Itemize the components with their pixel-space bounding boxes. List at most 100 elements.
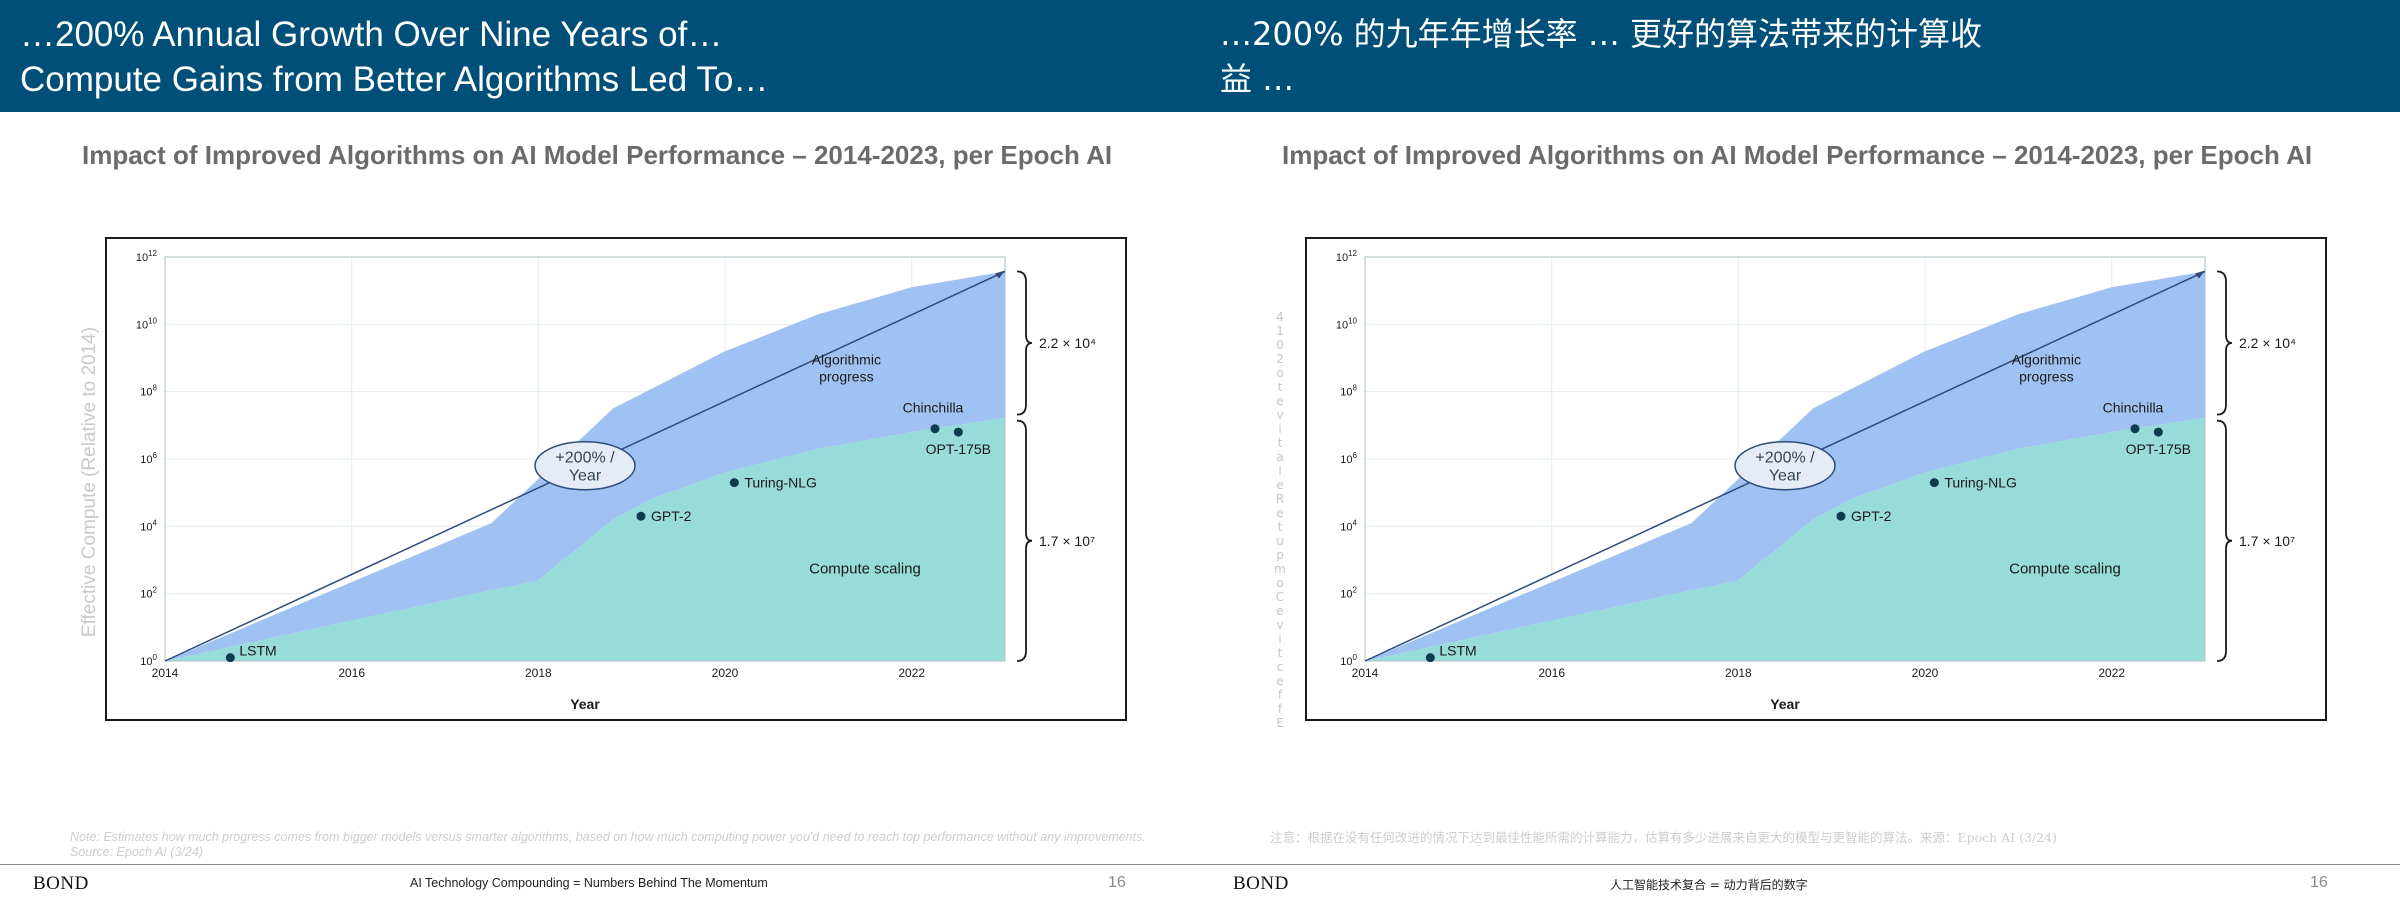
compute-scaling-label: Compute scaling <box>2009 560 2121 577</box>
plot-border <box>164 256 1006 662</box>
y-tick-label: 100 <box>140 653 157 668</box>
growth-label-line-1: +200% / <box>555 450 615 467</box>
y-axis-label-char: v <box>1276 408 1284 422</box>
model-label: GPT-2 <box>651 508 692 524</box>
model-point <box>729 478 739 488</box>
growth-label-line-1: +200% / <box>1755 450 1815 467</box>
y-tick-label: 1012 <box>1336 249 1358 264</box>
model-label: OPT-175B <box>2126 441 2191 457</box>
growth-label-line-2: Year <box>1769 468 1802 485</box>
y-axis-label-char: t <box>1277 520 1283 534</box>
chart-heading: Impact of Improved Algorithms on AI Mode… <box>82 140 1113 170</box>
y-axis-label-char: 1 <box>1276 324 1284 338</box>
y-axis-label-char: o <box>1276 576 1284 590</box>
model-label: GPT-2 <box>1851 508 1892 524</box>
chart: +200% /YearLSTMGPT-2Turing-NLGChinchilla… <box>136 249 1096 712</box>
x-tick-label: 2022 <box>898 666 925 680</box>
y-axis-label-char: c <box>1276 660 1284 674</box>
bracket-label-top: 2.2 × 10⁴ <box>1039 335 1096 351</box>
slide-english: …200% Annual Growth Over Nine Years of… … <box>0 0 1200 894</box>
chart-cn: +200% /YearLSTMGPT-2Turing-NLGChinchilla… <box>1336 249 2296 712</box>
chart-frame: +200% / Year LSTM GPT-2 Turing-NLG Chinchilla… <box>105 237 1127 721</box>
y-tick-label: 106 <box>1340 451 1357 466</box>
x-tick-label: 2018 <box>1725 666 1752 680</box>
y-axis-label-char: e <box>1276 394 1284 408</box>
area-compute-scaling <box>165 417 1005 661</box>
slide-header-cn: …200% 的九年年增长率 … 更好的算法带来的计算收 益 … <box>1200 0 2400 112</box>
model-point <box>1836 511 1846 521</box>
x-tick-label: 2022 <box>2098 666 2125 680</box>
bracket-label-bottom: 1.7 × 10⁷ <box>1039 533 1095 549</box>
slide-title-line-2: Compute Gains from Better Algorithms Led… <box>20 60 769 99</box>
y-axis-label-char: o <box>1276 366 1284 380</box>
y-tick-label: 102 <box>140 586 157 601</box>
y-axis-label-char: f <box>1277 688 1283 702</box>
model-point <box>636 511 646 521</box>
x-tick-label: 2016 <box>338 666 365 680</box>
trend-arrow-head <box>2195 270 2205 279</box>
algorithmic-label-line-1: Algorithmic <box>2012 352 2081 368</box>
growth-label-bubble <box>1734 440 1836 491</box>
y-axis-label-char: t <box>1277 436 1283 450</box>
model-label: Turing-NLG <box>1944 475 2017 491</box>
chart-heading-cn: Impact of Improved Algorithms on AI Mode… <box>1282 140 2313 170</box>
compute-scaling-label: Compute scaling <box>809 560 921 577</box>
y-axis-label-char: 0 <box>1276 338 1284 352</box>
model-label: LSTM <box>239 643 276 659</box>
footnote-cn: 注意：根据在没有任何改进的情况下达到最佳性能所需的计算能力，估算有多少进展来自更… <box>1270 830 2057 845</box>
y-axis-label-char: l <box>1278 464 1282 478</box>
brand-logo: BOND <box>33 873 89 894</box>
x-tick-label: 2020 <box>712 666 739 680</box>
model-label: Chinchilla <box>2103 400 2164 416</box>
footer-tagline-cn: 人工智能技术复合 = 动力背后的数字 <box>1610 878 1808 892</box>
y-axis-label-char: e <box>1276 674 1284 688</box>
slide-title: …200% Annual Growth Over Nine Years of… … <box>20 12 1170 102</box>
y-axis-label-char: i <box>1278 422 1282 436</box>
y-axis-label-char: v <box>1276 618 1284 632</box>
y-tick-label: 104 <box>140 518 157 533</box>
bracket-label-top: 2.2 × 10⁴ <box>2239 335 2296 351</box>
y-axis-label-char: a <box>1276 450 1284 464</box>
model-label: Turing-NLG <box>744 475 817 491</box>
trend-arrow-head <box>995 270 1005 279</box>
footer-tagline: AI Technology Compounding = Numbers Behi… <box>410 876 768 890</box>
algorithmic-label-line-2: progress <box>2019 369 2073 385</box>
y-tick-label: 1010 <box>1336 316 1358 331</box>
slide-chinese: …200% 的九年年增长率 … 更好的算法带来的计算收 益 … Impact o… <box>1200 0 2400 900</box>
slide-title-cn: …200% 的九年年增长率 … 更好的算法带来的计算收 益 … <box>1220 12 2370 102</box>
growth-label-line-2: Year <box>569 468 602 485</box>
page-number-cn: 16 <box>2310 874 2328 891</box>
model-point <box>1425 653 1435 663</box>
chart-frame-cn: +200% / Year LSTM GPT-2 Turing-NLG Chinchilla… <box>1305 237 2327 721</box>
x-axis-title: Year <box>570 696 600 712</box>
y-axis-label-char: R <box>1275 492 1285 506</box>
y-axis-label-char: f <box>1277 702 1283 716</box>
model-point <box>2153 427 2163 437</box>
algorithmic-label-line-2: progress <box>819 369 873 385</box>
x-tick-label: 2020 <box>1912 666 1939 680</box>
y-tick-label: 108 <box>1340 384 1357 399</box>
model-label: LSTM <box>1439 643 1476 659</box>
y-axis-label-char: p <box>1276 548 1284 562</box>
x-axis-title: Year <box>1770 696 1800 712</box>
y-tick-label: 1010 <box>136 316 158 331</box>
model-label: Chinchilla <box>903 400 964 416</box>
y-tick-label: 108 <box>140 384 157 399</box>
bracket-compute <box>1016 419 1033 662</box>
model-point <box>930 424 940 434</box>
y-tick-label: 104 <box>1340 518 1357 533</box>
model-point <box>953 427 963 437</box>
y-axis-label-char: 2 <box>1276 352 1284 366</box>
brand-logo-cn: BOND <box>1233 873 1289 894</box>
y-axis-label-char: t <box>1277 646 1283 660</box>
bracket-algorithmic <box>1016 270 1033 416</box>
y-tick-label: 100 <box>1340 653 1357 668</box>
y-axis-label-char: e <box>1276 604 1284 618</box>
plot-border <box>1364 256 2206 662</box>
y-axis-label-char: E <box>1276 716 1284 730</box>
y-axis-label-char: e <box>1276 478 1284 492</box>
y-axis-label-char: t <box>1277 380 1283 394</box>
footnote: Note: Estimates how much progress comes … <box>70 830 1146 859</box>
slide-title-cn-line-2: 益 … <box>1220 60 1295 98</box>
